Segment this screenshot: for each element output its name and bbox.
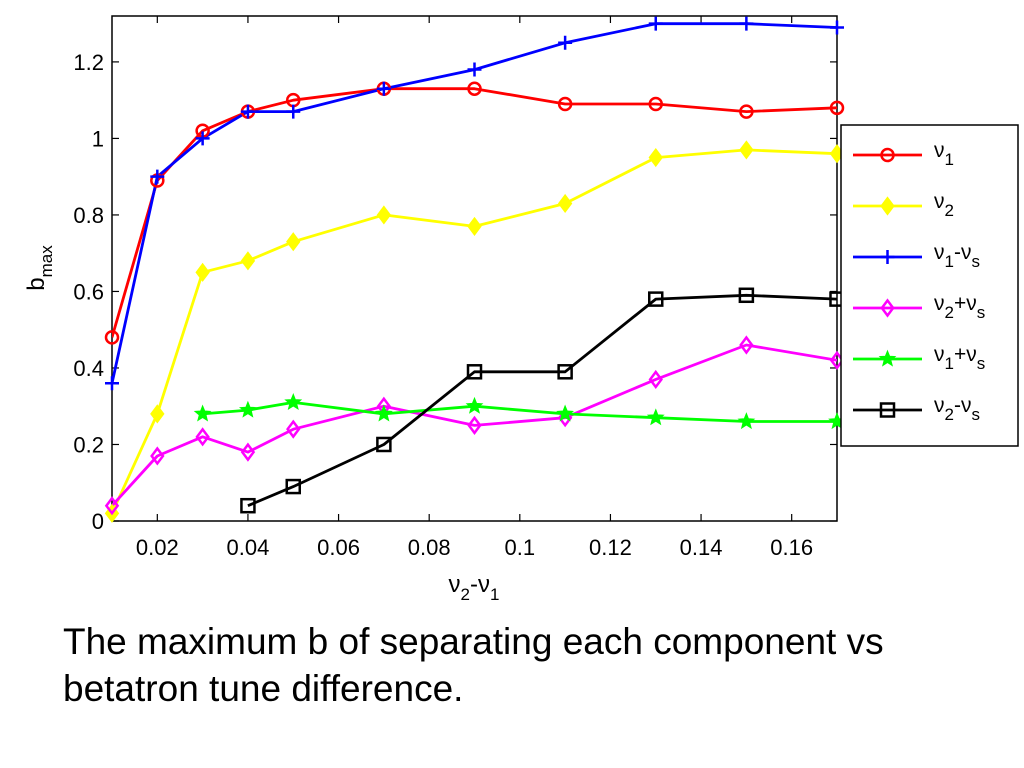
data-point-v2mvs [557,364,573,380]
y-tick-label: 0.2 [73,432,104,457]
data-point-v2pvs [286,419,301,439]
data-point-v2mvs [240,497,256,514]
data-point-v2 [240,251,256,271]
data-point-v2pvs [739,335,754,355]
x-tick-label: 0.04 [227,535,270,560]
data-point-v2 [376,205,392,225]
data-point-v2mvs [648,291,664,307]
caption: The maximum b of separating each compone… [63,621,884,709]
data-point-v2pvs [150,446,165,466]
y-axis-label: bmax [23,245,56,291]
legend-marker-v2 [880,196,895,216]
chart: 0.02 0.04 0.06 0.08 0.1 0.12 0.14 0.16 00.20.40… [23,15,1019,604]
data-point-v2 [467,216,482,237]
y-tick-label: 0.6 [73,279,104,304]
data-point-v2 [557,193,573,214]
data-point-v1 [557,96,573,112]
data-point-v2mvs [738,287,755,304]
data-point-v1 [739,104,754,119]
x-tick-label: 0.02 [136,535,179,560]
data-point-v1mvs [195,131,210,146]
data-point-v1 [104,330,120,345]
data-point-v1mvs [376,81,391,96]
data-point-v1mvs [150,169,165,184]
legend-marker-v1mvs [880,250,895,264]
plot-area [111,15,838,522]
x-tick-label: 0.14 [680,535,723,560]
data-point-v1mvs [648,16,663,31]
data-point-v1pvs [465,396,484,414]
data-point-v2pvs [240,442,256,462]
markers-group [104,16,846,523]
legend-label-v2mvs: ν2-νs [934,394,980,424]
legend-marker-v1 [880,147,895,163]
data-point-v1pvs [646,408,665,426]
legend-marker-v2mvs [879,402,896,418]
x-tick-label: 0.08 [408,535,451,560]
y-tick-label: 0.8 [73,203,104,228]
data-point-v2pvs [467,415,482,435]
data-point-v1mvs [467,62,482,77]
data-point-v2 [648,147,663,168]
y-tick-label: 0 [92,509,104,534]
data-point-v1mvs [286,104,301,119]
legend-label-v2: ν2 [934,190,954,220]
x-tick-label: 0.1 [505,535,536,560]
legend-label-v1: ν1 [934,139,954,169]
data-point-v2 [150,404,165,424]
legend-marker-v2pvs [880,298,895,318]
y-tick-label: 1 [92,126,104,151]
legend-label-v2pvs: ν2+νs [934,292,985,322]
series-line-v2mvs [247,293,837,507]
data-point-v1mvs [105,376,119,391]
data-point-v1 [648,96,663,112]
data-point-v1pvs [239,400,257,418]
data-point-v1mvs [830,20,844,35]
axis-ticks [112,16,837,522]
data-point-v2 [195,262,210,282]
data-point-v2mvs [285,478,301,495]
data-point-v2pvs [648,369,663,390]
data-point-v1 [829,100,845,116]
data-point-v1mvs [558,35,573,50]
data-point-v1pvs [284,393,303,411]
data-point-v1pvs [556,404,574,422]
legend-box [840,124,1019,447]
y-tick-label: 0.4 [73,356,104,381]
data-point-v2pvs [104,496,120,516]
data-point-v1mvs [240,104,255,119]
data-point-v2 [286,232,301,252]
legend-marker-v1pvs [878,349,897,367]
x-tick-label: 0.12 [589,535,632,560]
y-tick-labels: 0 0.2 0.4 0.6 0.8 1 1.2 [73,50,104,534]
legend-label-v1mvs: ν1-νs [934,241,980,271]
data-point-v1pvs [737,412,756,430]
data-point-v2pvs [195,427,210,447]
y-tick-label: 1.2 [73,50,104,75]
data-point-v1pvs [193,404,212,422]
legend-label-v1pvs: ν1+νs [934,343,985,373]
data-point-v1 [467,81,482,96]
data-point-v2mvs [376,436,392,453]
x-tick-labels: 0.02 0.04 0.06 0.08 0.1 0.12 0.14 0.16 [136,535,813,560]
x-axis-label: ν2-ν1 [449,571,500,604]
legend: ν1 ν2 ν1-νs ν2+νs ν1+νs ν2-νs [840,124,1019,447]
data-point-v1mvs [739,16,754,31]
x-tick-label: 0.16 [770,535,813,560]
data-point-v2mvs [466,364,483,380]
x-tick-label: 0.06 [317,535,360,560]
data-point-v1pvs [375,404,393,422]
data-point-v2 [739,140,754,160]
